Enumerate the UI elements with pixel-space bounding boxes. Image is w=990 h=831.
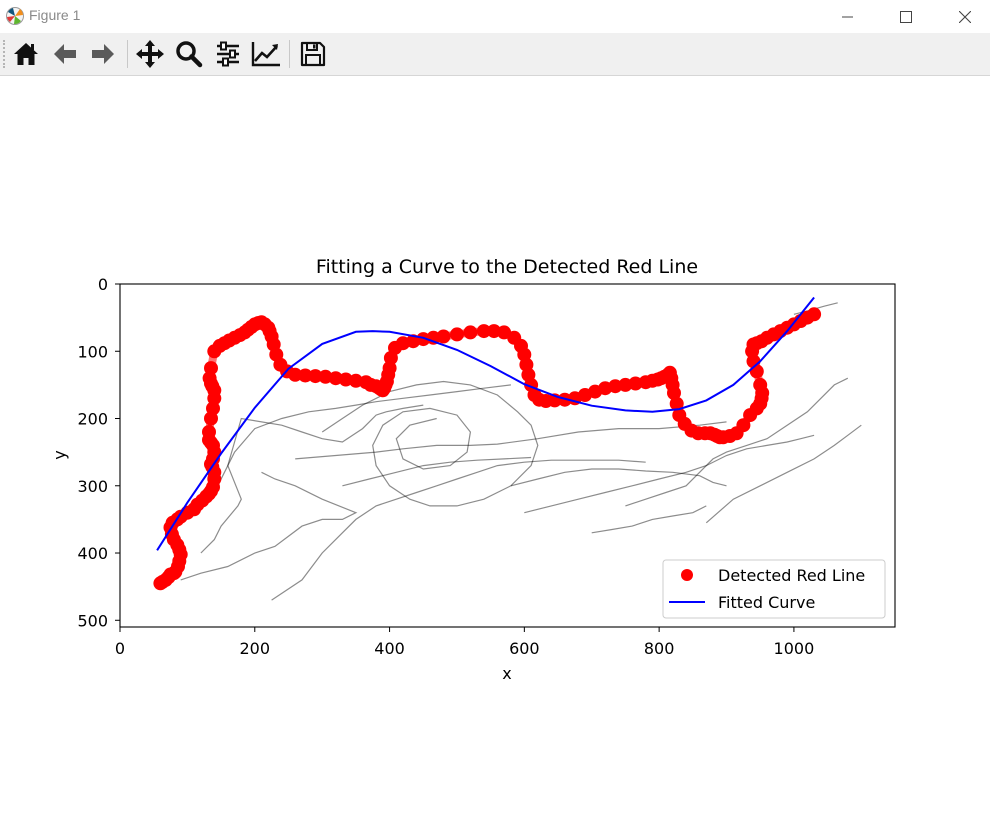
window-title: Figure 1 — [29, 7, 81, 23]
fitted-curve-line — [156, 296, 815, 551]
arrow-right-icon — [92, 44, 114, 64]
detected-point — [298, 368, 313, 383]
forward-button[interactable] — [86, 37, 120, 71]
detected-point — [318, 369, 333, 384]
legend: Detected Red Line Fitted Curve — [662, 559, 886, 619]
detected-point — [807, 307, 822, 322]
figure-canvas[interactable]: Fitting a Curve to the Detected Red Line… — [0, 76, 990, 827]
toolbar-grip — [3, 40, 7, 68]
scribble-line-2 — [217, 384, 511, 487]
scribble-line-5 — [321, 380, 539, 507]
matplotlib-logo-icon — [5, 6, 25, 26]
detected-point — [308, 369, 323, 384]
y-axis: 0 100 200 300 400 500 — [77, 275, 120, 630]
x-tick-label: 1000 — [774, 639, 815, 658]
detected-point — [204, 361, 218, 376]
maximize-icon — [900, 10, 912, 23]
scribble-line-3 — [295, 421, 727, 460]
legend-marker-detected — [681, 569, 693, 581]
x-tick-label: 600 — [509, 639, 540, 658]
move-icon — [136, 40, 164, 68]
home-button[interactable] — [9, 37, 43, 71]
scribble-line-9 — [625, 377, 849, 507]
scribble-line-0 — [200, 404, 424, 554]
line-chart-icon — [251, 42, 280, 67]
plot-frame — [119, 283, 896, 628]
x-axis: 0 200 400 600 800 1000 — [115, 627, 814, 658]
magnifier-icon — [176, 41, 203, 68]
configure-subplots-button[interactable] — [211, 37, 245, 71]
toolbar-separator — [127, 40, 128, 68]
legend-frame — [662, 559, 886, 619]
scribble-line-8 — [705, 424, 862, 524]
chart-svg: Fitting a Curve to the Detected Red Line… — [50, 256, 896, 683]
x-tick-label: 400 — [374, 639, 405, 658]
detected-point — [628, 376, 643, 391]
y-tick-label: 0 — [98, 275, 108, 294]
detected-point — [202, 425, 216, 439]
save-button[interactable] — [296, 37, 330, 71]
x-tick-label: 800 — [644, 639, 675, 658]
fitted-curve-series — [156, 296, 815, 551]
detected-point — [669, 396, 684, 411]
detected-point — [667, 386, 681, 400]
arrow-left-icon — [54, 44, 76, 64]
floppy-disk-icon — [300, 41, 326, 67]
x-tick-label: 0 — [115, 639, 125, 658]
zoom-button[interactable] — [172, 37, 206, 71]
close-icon — [959, 10, 971, 23]
back-button[interactable] — [48, 37, 82, 71]
minimize-button[interactable] — [825, 0, 871, 33]
y-tick-label: 500 — [77, 611, 108, 630]
close-button[interactable] — [942, 0, 988, 33]
detected-red-trail — [156, 310, 819, 588]
detected-point — [463, 325, 478, 340]
window-titlebar: Figure 1 — [0, 0, 990, 33]
home-icon — [14, 43, 38, 65]
detected-point — [450, 327, 464, 342]
maximize-button[interactable] — [883, 0, 929, 33]
x-tick-label: 200 — [240, 639, 271, 658]
scribble-line-10 — [342, 456, 532, 487]
background-scribble-lines — [180, 302, 862, 601]
scribble-line-1 — [180, 471, 358, 581]
scribble-line-11 — [591, 505, 707, 534]
scribble-line-4 — [271, 459, 646, 601]
edit-axis-button[interactable] — [249, 37, 283, 71]
chart-title: Fitting a Curve to the Detected Red Line — [316, 256, 698, 278]
detected-point — [736, 418, 751, 433]
y-axis-label: y — [50, 450, 69, 459]
detected-points-series — [153, 307, 822, 591]
detected-point — [476, 324, 491, 339]
pan-button[interactable] — [133, 37, 167, 71]
scribble-line-7 — [524, 434, 815, 514]
legend-label-detected: Detected Red Line — [718, 566, 865, 585]
toolbar-separator — [289, 40, 290, 68]
detected-point — [753, 377, 768, 392]
y-tick-label: 100 — [77, 342, 108, 361]
x-axis-label: x — [502, 664, 511, 683]
y-tick-label: 400 — [77, 544, 108, 563]
scribble-line-6 — [510, 468, 727, 487]
red-trail-line — [156, 310, 819, 588]
detected-point — [288, 367, 303, 382]
y-tick-label: 200 — [77, 410, 108, 429]
navigation-toolbar — [0, 33, 990, 76]
y-tick-label: 300 — [77, 477, 108, 496]
detected-point — [436, 329, 451, 344]
sliders-icon — [217, 41, 239, 67]
minimize-icon — [842, 16, 853, 17]
legend-label-fitted: Fitted Curve — [718, 593, 815, 612]
